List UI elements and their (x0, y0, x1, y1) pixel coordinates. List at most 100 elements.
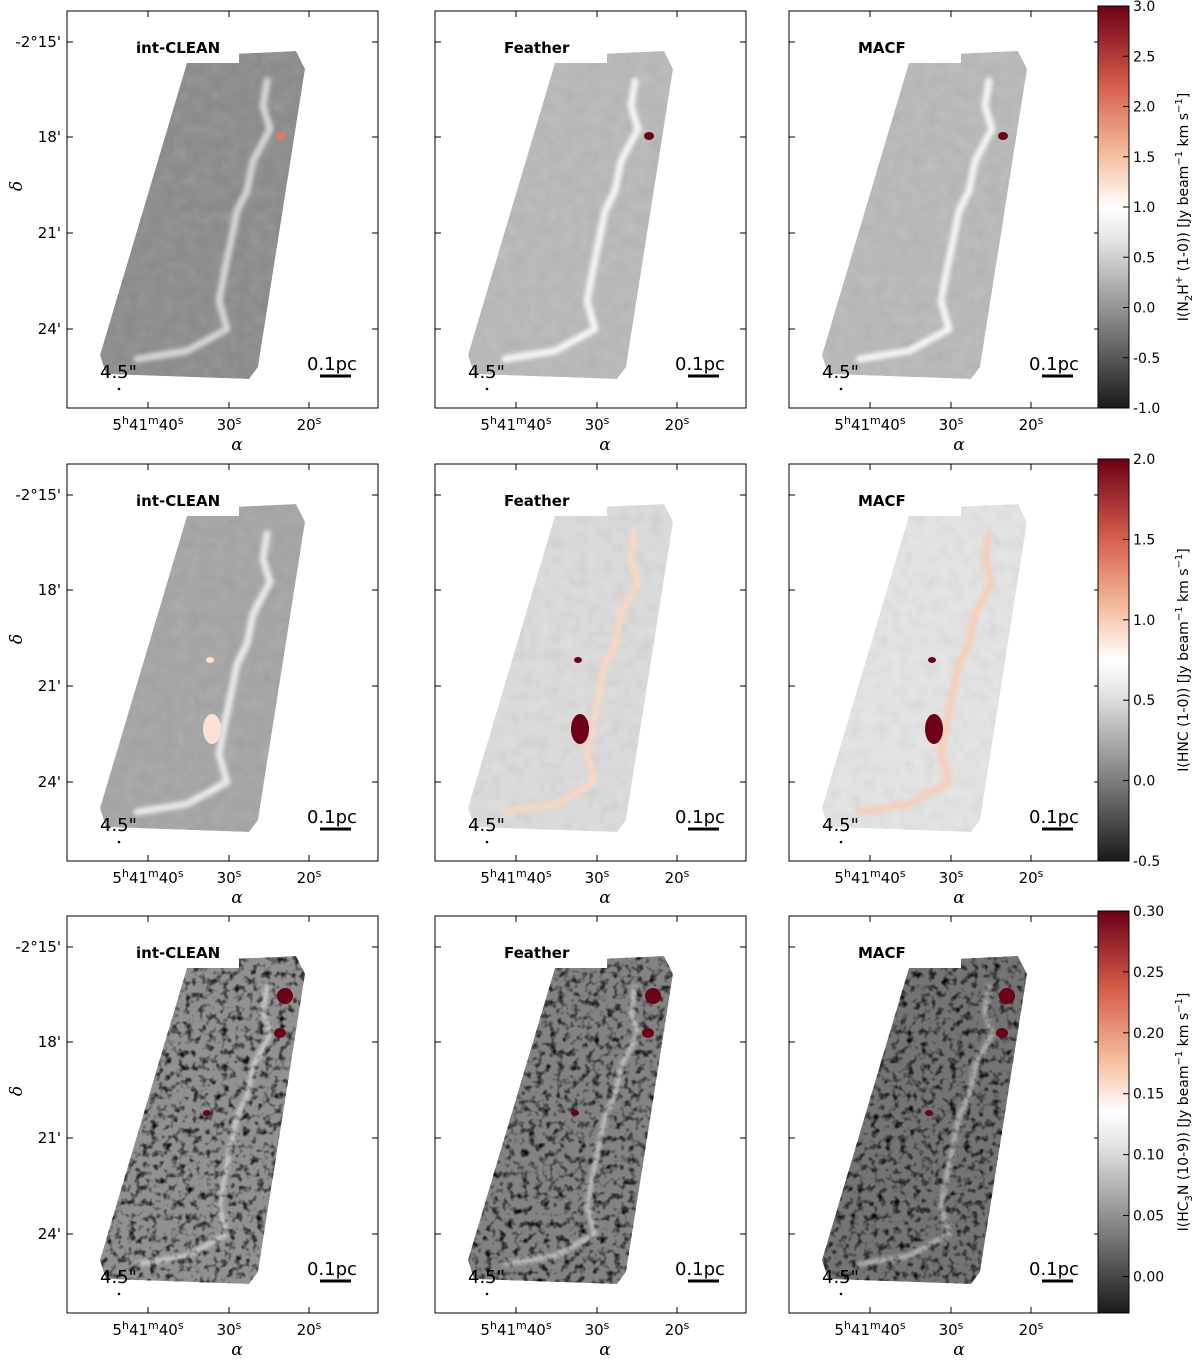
ra-value: 41 (851, 416, 870, 434)
ra-tick-label: 5h41m40s (834, 414, 905, 434)
ra-value: 40 (159, 869, 178, 887)
colorbar-tick-label: 1.5 (1133, 532, 1155, 548)
ra-tick-label: 30s (217, 414, 242, 434)
ra-value: 41 (129, 416, 148, 434)
ra-value: 41 (497, 416, 516, 434)
ra-unit: s (316, 867, 322, 880)
scalebar-label: 0.1pc (307, 807, 357, 828)
emission-core (925, 1110, 933, 1116)
ra-value: 5 (112, 869, 122, 887)
filament (855, 530, 996, 816)
colorbar-tick-label: -0.5 (1133, 854, 1160, 870)
ra-unit: m (148, 867, 159, 880)
ra-tick-label: 5h41m40s (112, 1319, 183, 1339)
beam-marker (839, 1292, 843, 1296)
emission-core (203, 1110, 211, 1116)
ra-unit: s (546, 414, 552, 427)
colorbar-tick-label: 0.0 (1133, 774, 1155, 790)
ra-tick-label: 30s (939, 867, 964, 887)
ra-value: 40 (527, 869, 546, 887)
emission-core (571, 714, 589, 744)
emission-core (645, 988, 661, 1004)
colorbar-tick-label: 0.5 (1133, 250, 1155, 266)
ra-value: 40 (159, 416, 178, 434)
scalebar-label: 0.1pc (1029, 1259, 1079, 1280)
colorbar-1: -0.5 0.0 0.5 1.0 1.5 2.0 I(HNC (1-0)) [Jy beam… (1097, 452, 1192, 870)
ra-tick-label: 5h41m40s (480, 414, 551, 434)
colorbar-tick-label: 3.0 (1133, 0, 1155, 15)
map-image (468, 956, 673, 1284)
panel-label-box (501, 936, 607, 968)
panel-label-box (855, 31, 961, 63)
ra-value: 40 (881, 1321, 900, 1339)
ra-unit: h (122, 1319, 129, 1332)
ra-tick-label: 20s (665, 867, 690, 887)
ra-unit: s (316, 414, 322, 427)
ra-value: 5 (112, 416, 122, 434)
colorbar-tick-label: 2.0 (1133, 452, 1155, 468)
ra-unit: m (516, 1319, 527, 1332)
panel-0-0: -2°15'18'21'24'5h41m40s 30s 20sαδint-CLEAN… (7, 10, 379, 455)
ra-unit: s (546, 1319, 552, 1332)
panel-label-box (501, 484, 607, 516)
axes-frame (434, 915, 747, 1314)
colorbar-label-part: I(HC (1176, 1201, 1192, 1231)
colorbar-label-part: 2 (1184, 295, 1195, 301)
map-image (822, 51, 1027, 379)
panel-2-0: -2°15'18'21'24'5h41m40s 30s 20sαδint-CLEAN… (7, 915, 379, 1360)
scalebar-label: 0.1pc (1029, 807, 1079, 828)
panel-label: Feather (504, 39, 570, 57)
ra-value: 30 (217, 416, 236, 434)
beam-label: 4.5" (100, 1267, 137, 1288)
ra-tick-label: 30s (217, 1319, 242, 1339)
ra-value: 20 (665, 416, 684, 434)
ra-tick-label: 20s (665, 414, 690, 434)
ra-unit: s (958, 414, 964, 427)
map-image (100, 504, 305, 832)
colorbar-2: 0.00 0.05 0.10 0.15 0.20 0.25 0.30 I(HC3N (10-9… (1097, 904, 1195, 1314)
map-image (468, 504, 673, 832)
x-axis-label: α (953, 1340, 965, 1360)
y-axis-label: δ (7, 1086, 27, 1096)
colorbar-label: I(HNC (1-0)) [Jy beam−1 km s−1] (1174, 548, 1192, 771)
ra-tick-label: 30s (585, 1319, 610, 1339)
scalebar-label: 0.1pc (675, 807, 725, 828)
ra-unit: h (844, 1319, 851, 1332)
panel-label: MACF (858, 492, 906, 510)
ra-unit: m (870, 414, 881, 427)
dec-tick-label: -2°15' (15, 33, 61, 51)
filament (857, 984, 994, 1266)
emission-core (203, 714, 221, 744)
ra-value: 5 (834, 1321, 844, 1339)
colorbar-tick-label: 1.0 (1133, 200, 1155, 216)
scalebar-label: 0.1pc (307, 1259, 357, 1280)
colorbar-gradient (1098, 459, 1129, 861)
ra-unit: h (844, 414, 851, 427)
beam-label: 4.5" (468, 1267, 505, 1288)
ra-value: 41 (851, 1321, 870, 1339)
map-noise (468, 956, 673, 1284)
ra-value: 40 (881, 869, 900, 887)
ra-unit: s (236, 867, 242, 880)
emission-core (928, 657, 936, 663)
panel-label-box (501, 31, 607, 63)
beam-label: 4.5" (468, 362, 505, 383)
axes-frame (434, 10, 747, 409)
ra-value: 30 (217, 869, 236, 887)
panel-label: int-CLEAN (136, 39, 220, 57)
colorbar-tick-label: 1.5 (1133, 150, 1155, 166)
ra-tick-label: 5h41m40s (480, 867, 551, 887)
emission-core (277, 988, 293, 1004)
emission-core (644, 132, 654, 140)
colorbar-tick-label: -0.5 (1133, 351, 1160, 367)
ra-unit: s (316, 1319, 322, 1332)
colorbar-tick-label: 2.5 (1133, 49, 1155, 65)
colorbar-tick-label: -1.0 (1133, 401, 1160, 417)
ra-value: 41 (497, 1321, 516, 1339)
beam-label: 4.5" (822, 1267, 859, 1288)
ra-tick-label: 30s (585, 867, 610, 887)
ra-unit: s (958, 867, 964, 880)
ra-tick-label: 20s (297, 867, 322, 887)
panel-label: MACF (858, 944, 906, 962)
